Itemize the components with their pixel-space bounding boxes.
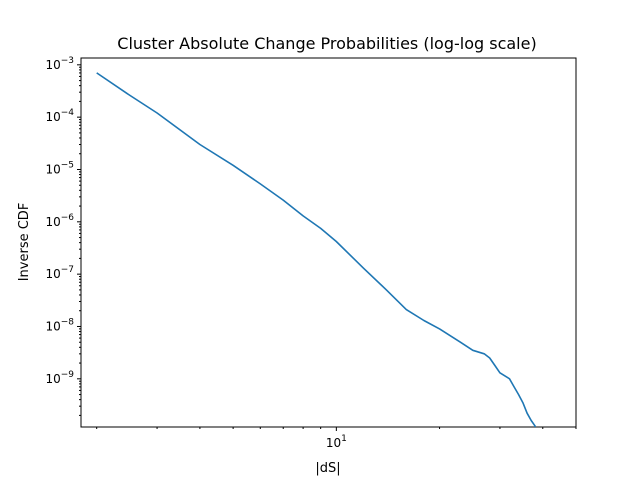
y-axis-label: Inverse CDF	[17, 203, 32, 282]
x-axis: 101	[96, 427, 577, 450]
x-tick-label: 101	[326, 434, 347, 450]
plot-lines	[96, 72, 536, 427]
chart-title: Cluster Absolute Change Probabilities (l…	[117, 34, 536, 53]
y-tick-label: 10−9	[45, 370, 74, 386]
x-axis-label: |dS|	[315, 461, 340, 476]
series-line	[96, 72, 536, 427]
y-tick-label: 10−7	[45, 265, 74, 281]
y-tick-label: 10−8	[45, 317, 74, 333]
y-tick-label: 10−5	[45, 160, 74, 176]
y-tick-label: 10−3	[45, 56, 74, 72]
y-tick-label: 10−6	[45, 213, 74, 229]
y-axis: 10−9 10−8 10−7 10−6 10−5 10−4 10−3	[45, 56, 81, 416]
plot-area	[80, 57, 577, 428]
y-tick-label: 10−4	[45, 108, 74, 124]
